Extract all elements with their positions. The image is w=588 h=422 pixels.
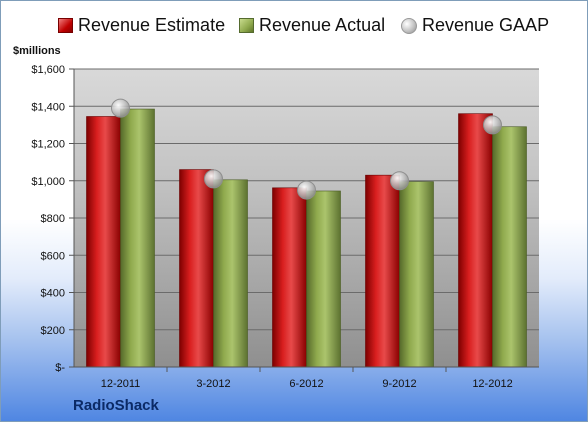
y-tick-label: $800 — [41, 213, 65, 225]
y-axis-unit-label: $millions — [13, 45, 61, 57]
bar-revenue-actual — [120, 108, 155, 368]
bar-revenue-estimate — [86, 116, 121, 368]
x-tick-label: 3-2012 — [196, 378, 230, 390]
marker-revenue-gaap — [483, 115, 502, 135]
legend-item-actual: Revenue Actual — [239, 15, 385, 36]
bar-revenue-estimate — [272, 187, 307, 368]
y-tick-label: $200 — [41, 325, 65, 337]
bar-revenue-estimate — [365, 174, 400, 368]
bars — [86, 108, 527, 368]
legend-item-gaap: Revenue GAAP — [401, 15, 549, 36]
bar-revenue-actual — [492, 126, 527, 368]
legend-swatch-estimate — [58, 18, 73, 33]
bar-revenue-actual — [306, 190, 341, 368]
company-name: RadioShack — [73, 397, 159, 414]
y-tick-label: $1,000 — [31, 176, 65, 188]
y-tick-label: $1,400 — [31, 101, 65, 113]
x-tick-label: 6-2012 — [289, 378, 323, 390]
y-tick-label: $400 — [41, 288, 65, 300]
legend-item-estimate: Revenue Estimate — [58, 15, 225, 36]
legend-label-actual: Revenue Actual — [259, 15, 386, 35]
legend-swatch-gaap — [401, 17, 417, 34]
y-tick-label: $1,600 — [31, 64, 65, 76]
legend-swatch-actual — [239, 18, 254, 33]
marker-revenue-gaap — [390, 171, 409, 191]
legend-label-gaap: Revenue GAAP — [422, 15, 550, 35]
marker-revenue-gaap — [297, 180, 316, 200]
bar-revenue-estimate — [179, 169, 214, 368]
y-tick-label: $600 — [41, 250, 65, 262]
bar-revenue-actual — [213, 179, 248, 368]
bar-revenue-actual — [399, 181, 434, 368]
y-tick-labels: $- $200 $400 $600 $800 $1,000 $1,200 $1,400 $1,6… — [31, 64, 65, 374]
y-tick-label: $1,200 — [31, 139, 65, 151]
marker-revenue-gaap — [111, 98, 130, 118]
x-tick-label: 9-2012 — [382, 378, 416, 390]
axes — [73, 69, 539, 372]
marker-revenue-gaap — [204, 169, 223, 189]
legend-label-estimate: Revenue Estimate — [78, 15, 226, 35]
x-tick-label: 12-2011 — [101, 378, 141, 390]
gaap-markers — [111, 98, 502, 200]
x-tick-label: 12-2012 — [472, 378, 512, 390]
y-tick-label: $- — [55, 362, 65, 374]
x-tick-labels: 12-2011 3-2012 6-2012 9-2012 12-2012 — [101, 378, 513, 390]
legend: Revenue Estimate Revenue Actual Revenue … — [1, 15, 587, 43]
bar-revenue-estimate — [458, 113, 493, 368]
